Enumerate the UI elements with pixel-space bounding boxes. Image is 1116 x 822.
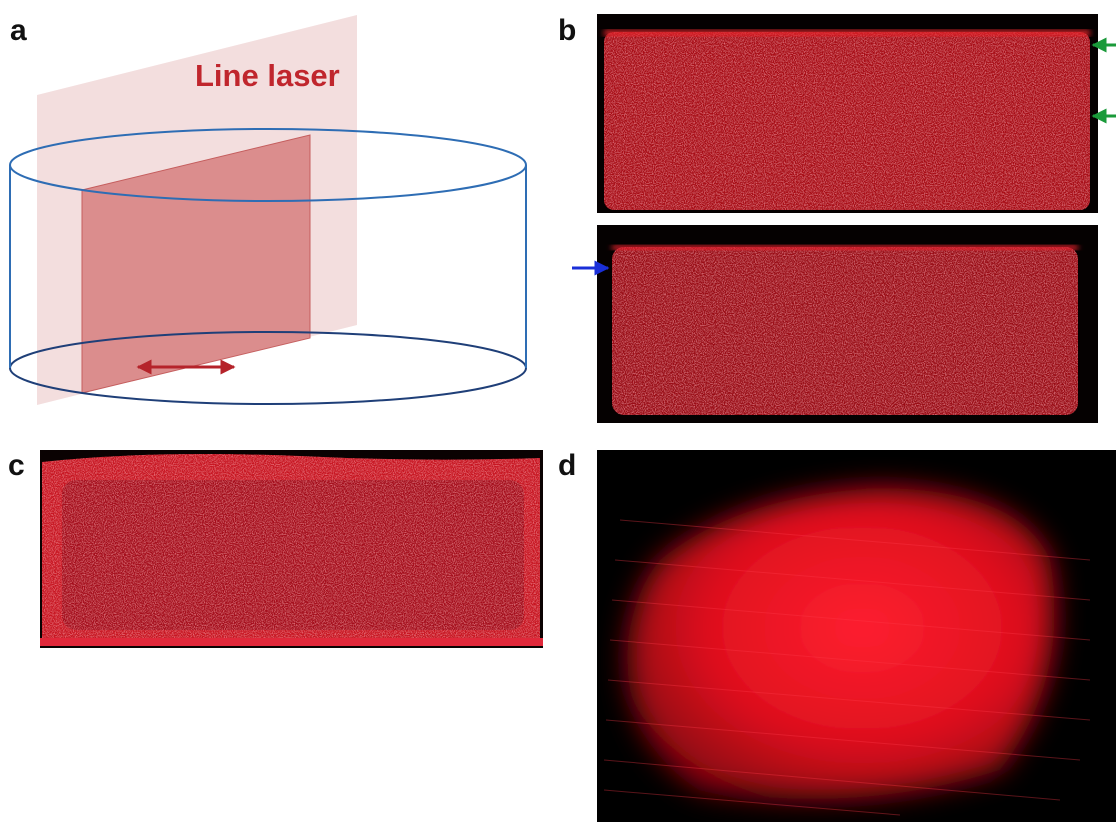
panel-label: a [10, 14, 27, 47]
sample-section [604, 32, 1090, 210]
edge [604, 30, 1090, 36]
edge [612, 245, 1078, 250]
base [40, 638, 543, 646]
panel-d: d [558, 449, 1116, 822]
figure: a Line laser b c d [0, 0, 1116, 822]
panel-a: a Line laser [10, 14, 526, 405]
panel-c: c [8, 449, 543, 648]
panel-label: b [558, 14, 576, 47]
annotation: Line laser [195, 58, 340, 93]
panel-b: b [558, 14, 1116, 423]
panel-label: d [558, 449, 576, 482]
sample-section [612, 247, 1078, 415]
interior [62, 480, 524, 630]
panel-label: c [8, 449, 25, 482]
